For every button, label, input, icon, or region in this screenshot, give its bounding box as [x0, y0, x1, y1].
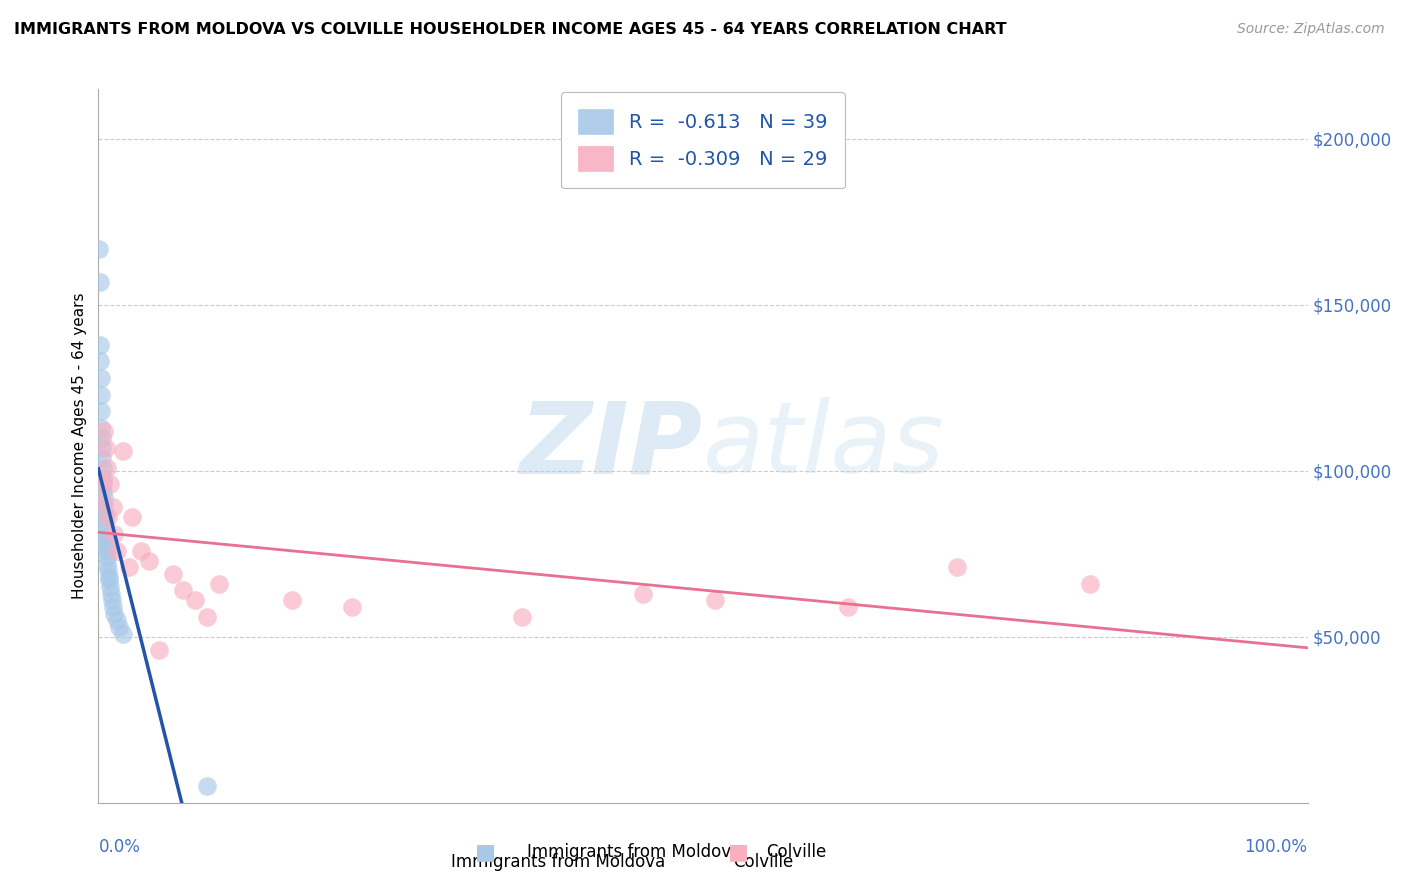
Point — [93, 510, 115, 524]
Point — [91, 477, 114, 491]
Point — [91, 450, 114, 465]
Point — [93, 497, 115, 511]
Point — [90, 431, 112, 445]
Text: ZIP: ZIP — [520, 398, 703, 494]
Point — [89, 242, 111, 256]
Point — [281, 593, 304, 607]
Point — [96, 540, 118, 554]
Point — [91, 460, 114, 475]
Point — [91, 441, 114, 455]
Point — [105, 613, 128, 627]
Point — [129, 543, 152, 558]
Point — [111, 626, 134, 640]
Point — [90, 421, 112, 435]
Point — [704, 593, 727, 607]
Point — [97, 570, 120, 584]
Point — [91, 470, 114, 484]
Text: Colville: Colville — [766, 843, 827, 861]
Text: Immigrants from Moldova: Immigrants from Moldova — [451, 853, 665, 871]
Point — [510, 610, 533, 624]
Point — [97, 564, 120, 578]
Point — [94, 533, 117, 548]
Point — [98, 574, 121, 588]
Point — [90, 387, 112, 401]
Text: Source: ZipAtlas.com: Source: ZipAtlas.com — [1237, 22, 1385, 37]
Point — [101, 500, 124, 515]
Point — [93, 491, 115, 505]
Point — [94, 524, 117, 538]
Text: 100.0%: 100.0% — [1244, 838, 1308, 856]
Point — [100, 587, 122, 601]
Text: IMMIGRANTS FROM MOLDOVA VS COLVILLE HOUSEHOLDER INCOME AGES 45 - 64 YEARS CORREL: IMMIGRANTS FROM MOLDOVA VS COLVILLE HOUS… — [14, 22, 1007, 37]
Point — [105, 543, 128, 558]
Point — [837, 599, 859, 614]
Point — [98, 477, 121, 491]
Point — [89, 275, 111, 289]
Point — [172, 583, 194, 598]
Point — [195, 779, 218, 793]
Point — [96, 557, 118, 571]
Y-axis label: Householder Income Ages 45 - 64 years: Householder Income Ages 45 - 64 years — [72, 293, 87, 599]
Point — [94, 441, 117, 455]
Point — [94, 530, 117, 544]
Point — [118, 560, 141, 574]
Text: Immigrants from Moldova: Immigrants from Moldova — [527, 843, 741, 861]
Point — [93, 504, 115, 518]
Point — [184, 593, 207, 607]
Point — [195, 610, 218, 624]
Point — [108, 620, 131, 634]
Point — [93, 483, 115, 498]
Point — [94, 516, 117, 531]
Point — [96, 543, 118, 558]
Point — [103, 527, 125, 541]
Point — [946, 560, 969, 574]
Point — [103, 607, 125, 621]
Point — [342, 599, 364, 614]
Point — [90, 493, 112, 508]
Point — [89, 338, 111, 352]
Point — [91, 474, 114, 488]
Point — [1078, 576, 1101, 591]
Text: Colville: Colville — [734, 853, 793, 871]
Point — [96, 550, 118, 565]
Point — [162, 566, 184, 581]
Point — [101, 599, 124, 614]
Point — [208, 576, 231, 591]
Point — [97, 510, 120, 524]
Point — [100, 593, 122, 607]
Point — [93, 424, 115, 438]
Point — [148, 643, 170, 657]
Point — [90, 404, 112, 418]
Point — [96, 460, 118, 475]
Text: 0.0%: 0.0% — [98, 838, 141, 856]
Point — [98, 580, 121, 594]
Point — [89, 354, 111, 368]
Point — [90, 371, 112, 385]
Point — [138, 553, 160, 567]
Point — [111, 444, 134, 458]
Text: atlas: atlas — [703, 398, 945, 494]
Point — [631, 587, 654, 601]
Point — [121, 510, 143, 524]
Legend: R =  -0.613   N = 39, R =  -0.309   N = 29: R = -0.613 N = 39, R = -0.309 N = 29 — [561, 92, 845, 188]
Text: ■: ■ — [475, 842, 495, 862]
Text: ■: ■ — [728, 842, 748, 862]
